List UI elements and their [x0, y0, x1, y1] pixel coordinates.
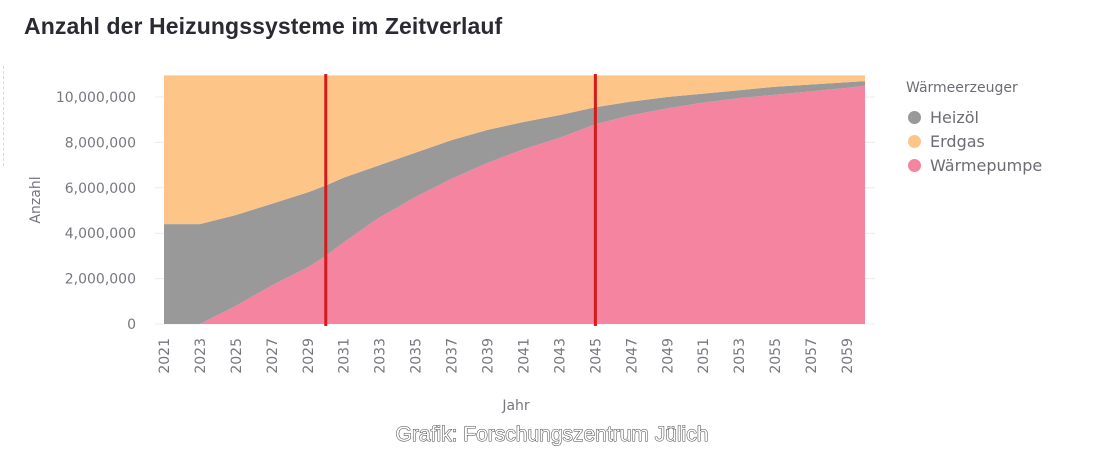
x-tick-label: 2033	[373, 338, 389, 374]
legend-title: Wärmeerzeuger	[906, 80, 1018, 96]
y-tick-label: 6,000,000	[65, 181, 136, 197]
y-axis-ticks: 0 2,000,000 4,000,000 6,000,000 8,000,000 10,…	[56, 90, 136, 333]
legend-label: Erdgas	[930, 131, 985, 151]
x-tick-label: 2029	[301, 338, 317, 374]
y-tick-label: 4,000,000	[65, 226, 136, 242]
x-tick-label: 2051	[696, 338, 712, 374]
stacked-areas	[164, 75, 865, 325]
y-tick-label: 0	[127, 317, 136, 333]
x-tick-label: 2057	[804, 338, 820, 374]
waermepumpe-dot-icon	[908, 158, 921, 172]
legend-item-heizoel[interactable]: Heizöl	[906, 105, 1042, 129]
legend: Wärmeerzeuger Heizöl Erdgas Wärmepumpe	[906, 80, 1042, 177]
heizoel-dot-icon	[908, 110, 921, 124]
image-credit: Grafik: Forschungszentrum Jülich	[395, 423, 709, 447]
vertical-marker-lines	[324, 74, 597, 326]
y-tick-label: 10,000,000	[56, 90, 136, 106]
x-tick-label: 2047	[624, 338, 640, 374]
x-tick-label: 2031	[337, 338, 353, 374]
erdgas-dot-icon	[908, 134, 921, 148]
area-wärmepumpe[interactable]	[164, 85, 865, 325]
legend-item-waermepumpe[interactable]: Wärmepumpe	[906, 153, 1042, 177]
x-tick-label: 2037	[445, 338, 461, 374]
x-tick-label: 2059	[840, 338, 856, 374]
legend-item-erdgas[interactable]: Erdgas	[906, 129, 1042, 153]
legend-label: Wärmepumpe	[930, 155, 1043, 175]
edge-dots	[3, 66, 6, 166]
x-tick-label: 2023	[193, 338, 209, 374]
x-tick-label: 2049	[660, 338, 676, 374]
y-tick-label: 2,000,000	[65, 272, 136, 288]
x-axis-ticks: 2021 2023 2025 2027 2029 2031 2033 2035 2037 2039…	[157, 338, 856, 374]
x-tick-label: 2027	[265, 338, 281, 374]
chart-title: Anzahl der Heizungssysteme im Zeitverlau…	[24, 13, 503, 39]
y-tick-label: 8,000,000	[65, 135, 136, 151]
x-tick-label: 2041	[516, 338, 532, 374]
y-axis-label: Anzahl	[28, 176, 44, 223]
x-tick-label: 2045	[588, 338, 604, 374]
x-tick-label: 2053	[732, 338, 748, 374]
x-tick-label: 2055	[768, 338, 784, 374]
x-tick-label: 2021	[157, 338, 173, 374]
x-tick-label: 2043	[552, 338, 568, 374]
x-axis-label: Jahr	[501, 398, 530, 414]
x-tick-label: 2039	[481, 338, 497, 374]
area-erdgas[interactable]	[164, 75, 865, 225]
x-tick-label: 2035	[409, 338, 425, 374]
x-tick-label: 2025	[229, 338, 245, 374]
legend-label: Heizöl	[930, 107, 979, 127]
area-heizöl[interactable]	[164, 81, 865, 324]
